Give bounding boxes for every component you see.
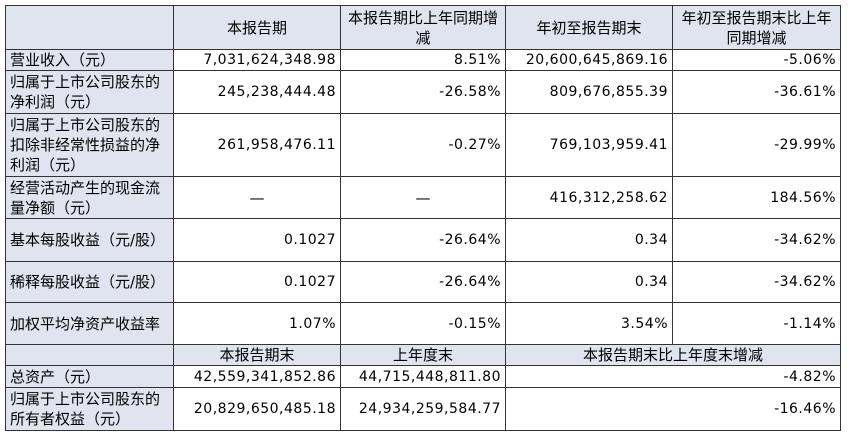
header-cell: 本报告期末 — [173, 344, 341, 366]
data-row: 加权平均净资产收益率 1.07% -0.15% 3.54% -1.14% — [5, 302, 841, 345]
row-label: 营业收入（元） — [5, 49, 174, 71]
row-label: 加权平均净资产收益率 — [5, 302, 174, 345]
value-cell: 416,312,258.62 — [505, 176, 673, 219]
value-cell: -36.61% — [672, 70, 841, 114]
value-cell: -4.82% — [505, 365, 841, 388]
header-cell: 本报告期比上年同期增减 — [340, 5, 506, 50]
header-cell: 年初至报告期末比上年同期增减 — [672, 5, 841, 50]
value-cell: 0.1027 — [173, 218, 341, 262]
value-cell: 7,031,624,348.98 — [173, 49, 341, 71]
row-label: 稀释每股收益（元/股） — [5, 261, 174, 303]
header-cell: 本报告期 — [173, 5, 341, 50]
value-cell: 809,676,855.39 — [505, 70, 673, 114]
value-cell: -1.14% — [672, 302, 841, 345]
data-row: 稀释每股收益（元/股） 0.1027 -26.64% 0.34 -34.62% — [5, 261, 841, 303]
data-row: 归属于上市公司股东的净利润（元） 245,238,444.48 -26.58% 809… — [5, 70, 841, 114]
row-label: 归属于上市公司股东的扣除非经常性损益的净利润（元） — [5, 113, 174, 177]
row-label: 归属于上市公司股东的净利润（元） — [5, 70, 174, 114]
value-cell: 24,934,259,584.77 — [340, 387, 506, 431]
value-cell: 8.51% — [340, 49, 506, 71]
value-cell: 44,715,448,811.80 — [340, 365, 506, 388]
value-cell: 769,103,959.41 — [505, 113, 673, 177]
value-cell: -34.62% — [672, 261, 841, 303]
financial-table: 本报告期 本报告期比上年同期增减 年初至报告期末 年初至报告期末比上年同期增减 营业收入… — [5, 5, 841, 431]
value-cell: -29.99% — [672, 113, 841, 177]
value-cell: 20,829,650,485.18 — [173, 387, 341, 431]
value-cell: -5.06% — [672, 49, 841, 71]
value-cell: 1.07% — [173, 302, 341, 345]
value-cell: -16.46% — [505, 387, 841, 431]
value-cell: 184.56% — [672, 176, 841, 219]
value-cell: 245,238,444.48 — [173, 70, 341, 114]
row-label: 经营活动产生的现金流量净额（元） — [5, 176, 174, 219]
value-cell: -0.27% — [340, 113, 506, 177]
header-row: 本报告期末 上年度末 本报告期末比上年度末增减 — [5, 344, 841, 366]
header-cell — [5, 5, 174, 50]
header-cell: 本报告期末比上年度末增减 — [505, 344, 841, 366]
data-row: 归属于上市公司股东的所有者权益（元） 20,829,650,485.18 24,93… — [5, 387, 841, 431]
row-label: 基本每股收益（元/股） — [5, 218, 174, 262]
value-cell: -34.62% — [672, 218, 841, 262]
value-cell: — — [173, 176, 341, 219]
table-body: 本报告期 本报告期比上年同期增减 年初至报告期末 年初至报告期末比上年同期增减 营业收入… — [5, 5, 841, 431]
value-cell: 0.34 — [505, 218, 673, 262]
value-cell: -26.64% — [340, 218, 506, 262]
value-cell: 3.54% — [505, 302, 673, 345]
value-cell: -26.58% — [340, 70, 506, 114]
data-row: 营业收入（元） 7,031,624,348.98 8.51% 20,600,645,8… — [5, 49, 841, 71]
row-label: 总资产（元） — [5, 365, 174, 388]
value-cell: -0.15% — [340, 302, 506, 345]
value-cell: 261,958,476.11 — [173, 113, 341, 177]
header-row: 本报告期 本报告期比上年同期增减 年初至报告期末 年初至报告期末比上年同期增减 — [5, 5, 841, 50]
value-cell: 0.1027 — [173, 261, 341, 303]
value-cell: 42,559,341,852.86 — [173, 365, 341, 388]
header-cell — [5, 344, 174, 366]
value-cell: -26.64% — [340, 261, 506, 303]
value-cell: 0.34 — [505, 261, 673, 303]
data-row: 基本每股收益（元/股） 0.1027 -26.64% 0.34 -34.62% — [5, 218, 841, 262]
row-label: 归属于上市公司股东的所有者权益（元） — [5, 387, 174, 431]
header-cell: 年初至报告期末 — [505, 5, 673, 50]
data-row: 总资产（元） 42,559,341,852.86 44,715,448,811.80… — [5, 365, 841, 388]
data-row: 归属于上市公司股东的扣除非经常性损益的净利润（元） 261,958,476.11-… — [5, 113, 841, 177]
value-cell: — — [340, 176, 506, 219]
value-cell: 20,600,645,869.16 — [505, 49, 673, 71]
header-cell: 上年度末 — [340, 344, 506, 366]
data-row: 经营活动产生的现金流量净额（元） — —416,312,258.62 184.56% — [5, 176, 841, 219]
